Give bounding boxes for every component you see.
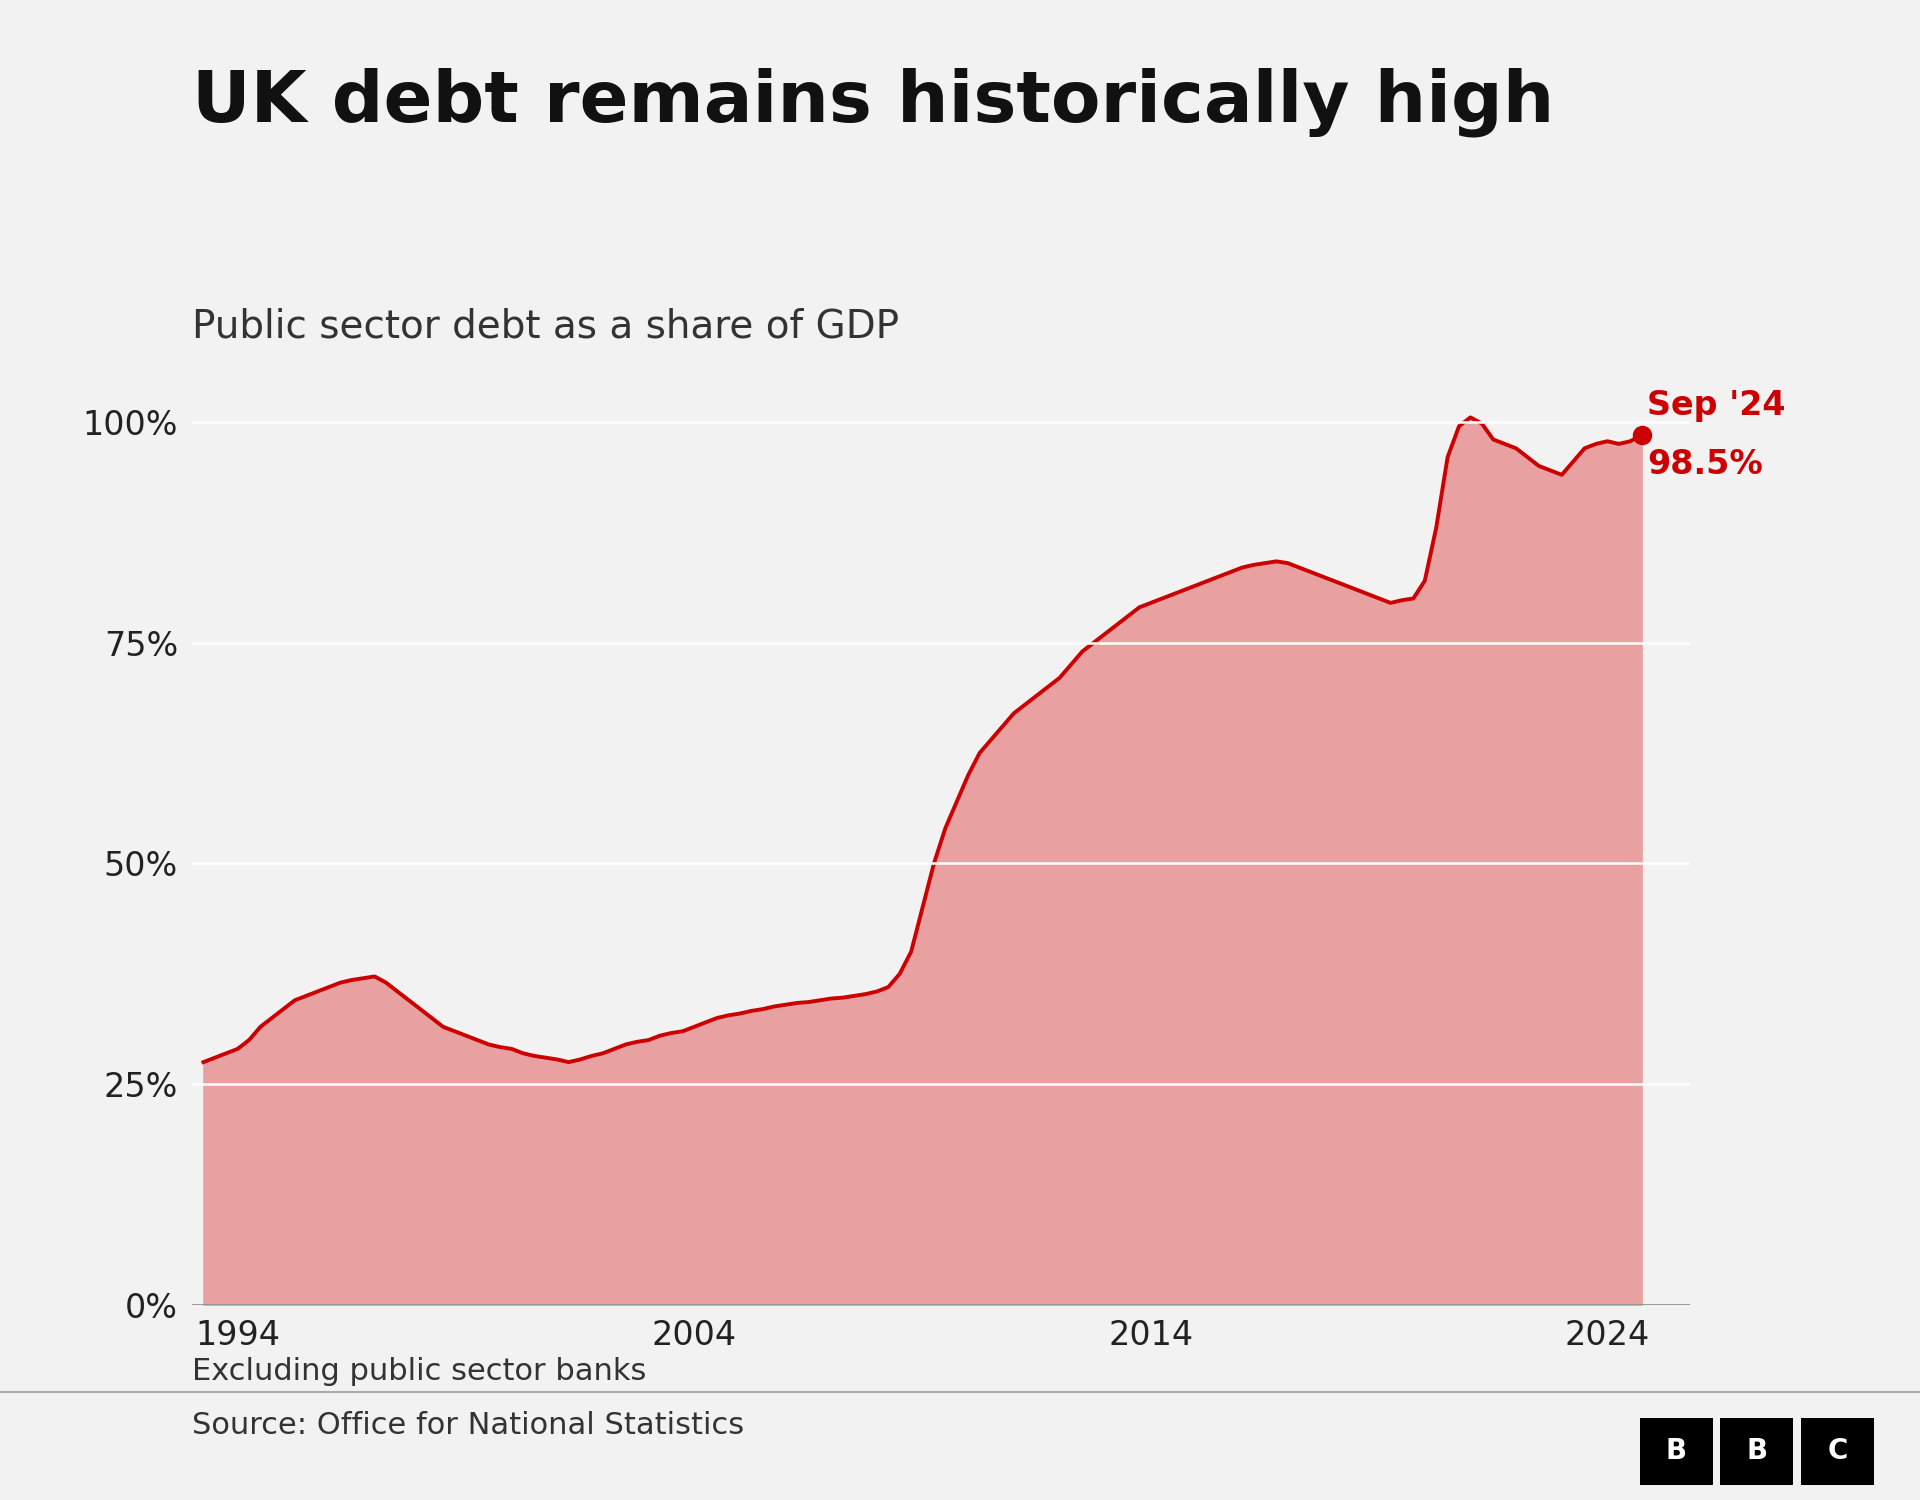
Text: C: C bbox=[1828, 1437, 1847, 1466]
Text: Source: Office for National Statistics: Source: Office for National Statistics bbox=[192, 1410, 745, 1440]
Text: Public sector debt as a share of GDP: Public sector debt as a share of GDP bbox=[192, 308, 899, 345]
Text: UK debt remains historically high: UK debt remains historically high bbox=[192, 68, 1555, 136]
Text: 98.5%: 98.5% bbox=[1647, 448, 1763, 482]
Text: Excluding public sector banks: Excluding public sector banks bbox=[192, 1358, 647, 1386]
Text: B: B bbox=[1745, 1437, 1768, 1466]
Text: Sep '24: Sep '24 bbox=[1647, 388, 1786, 422]
Text: B: B bbox=[1665, 1437, 1688, 1466]
